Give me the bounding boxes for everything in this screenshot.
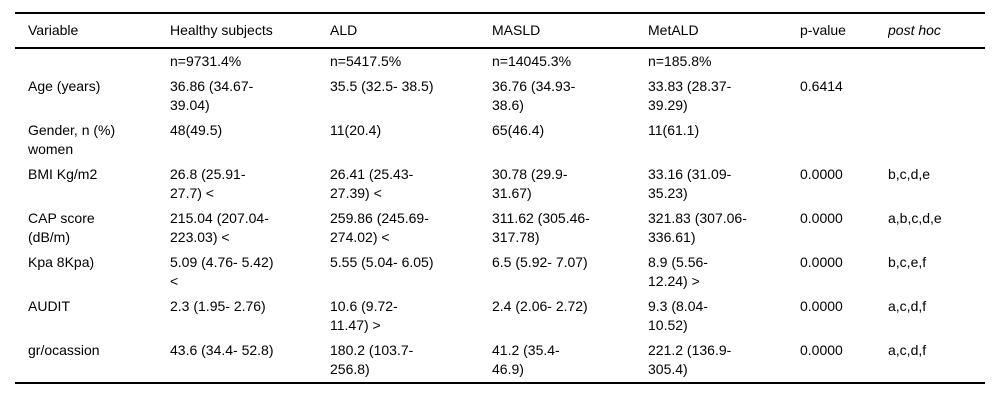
cell-healthy: 215.04 (207.04- 223.03) < bbox=[170, 209, 269, 246]
cell-variable bbox=[15, 48, 170, 74]
cell-metald: 11(61.1) bbox=[648, 121, 700, 138]
cell-masld: 6.5 (5.92- 7.07) bbox=[492, 253, 588, 270]
cell-variable: AUDIT bbox=[28, 297, 70, 314]
cell-ald: 180.2 (103.7- 256.8) bbox=[330, 341, 414, 378]
column-header-p-value: p-value bbox=[800, 22, 846, 38]
header-row: Variable Healthy subjects ALD MASLD MetA… bbox=[15, 13, 985, 48]
cell-variable: Age (years) bbox=[28, 77, 101, 94]
table-row-gender: Gender, n (%) women 48(49.5) 11(20.4) 65… bbox=[15, 118, 985, 162]
cell-ald: 5.55 (5.04- 6.05) bbox=[330, 253, 434, 270]
cell-ald: 35.5 (32.5- 38.5) bbox=[330, 77, 434, 94]
cell-metald: 33.16 (31.09- 35.23) bbox=[648, 165, 732, 202]
cell-variable: BMI Kg/m2 bbox=[28, 165, 98, 182]
table-row-audit: AUDIT 2.3 (1.95- 2.76) 10.6 (9.72- 11.47… bbox=[15, 294, 985, 338]
cell-metald: n=185.8% bbox=[648, 53, 712, 69]
cell-p-value: 0.0000 bbox=[800, 341, 843, 358]
table-row-cap-score: CAP score (dB/m) 215.04 (207.04- 223.03)… bbox=[15, 206, 985, 250]
cell-variable: gr/ocassion bbox=[28, 341, 100, 358]
cell-ald: 26.41 (25.43- 27.39) < bbox=[330, 165, 414, 202]
cell-post-hoc: a,b,c,d,e bbox=[888, 209, 942, 226]
cell-metald: 9.3 (8.04- 10.52) bbox=[648, 297, 708, 334]
column-header-healthy-subjects: Healthy subjects bbox=[170, 22, 273, 38]
cell-metald: 321.83 (307.06- 336.61) bbox=[648, 209, 747, 246]
cell-ald: 11(20.4) bbox=[330, 121, 382, 138]
cell-ald: 10.6 (9.72- 11.47) > bbox=[330, 297, 398, 334]
statistics-table: Variable Healthy subjects ALD MASLD MetA… bbox=[15, 12, 985, 384]
column-header-variable: Variable bbox=[28, 22, 79, 38]
cell-variable: Kpa 8Kpa) bbox=[28, 253, 95, 270]
cell-p-value: 0.0000 bbox=[800, 165, 843, 182]
column-header-metald: MetALD bbox=[648, 22, 699, 38]
cell-variable: Gender, n (%) women bbox=[28, 121, 116, 158]
cell-variable: CAP score (dB/m) bbox=[28, 209, 95, 246]
cell-masld: n=14045.3% bbox=[492, 53, 572, 69]
cell-post-hoc bbox=[888, 118, 985, 162]
cell-post-hoc: b,c,e,f bbox=[888, 253, 927, 270]
cell-post-hoc bbox=[888, 48, 985, 74]
cell-p-value bbox=[800, 48, 888, 74]
cell-p-value: 0.0000 bbox=[800, 297, 843, 314]
cell-metald: 33.83 (28.37- 39.29) bbox=[648, 77, 732, 114]
table-row-kpa: Kpa 8Kpa) 5.09 (4.76- 5.42) < 5.55 (5.04… bbox=[15, 250, 985, 294]
column-header-ald: ALD bbox=[330, 22, 358, 38]
table-row-bmi: BMI Kg/m2 26.8 (25.91- 27.7) < 26.41 (25… bbox=[15, 162, 985, 206]
cell-p-value: 0.0000 bbox=[800, 253, 843, 270]
cell-metald: 221.2 (136.9- 305.4) bbox=[648, 341, 732, 378]
cell-healthy: 5.09 (4.76- 5.42) < bbox=[170, 253, 274, 290]
cell-ald: 259.86 (245.69- 274.02) < bbox=[330, 209, 429, 246]
cell-masld: 2.4 (2.06- 2.72) bbox=[492, 297, 588, 314]
cell-post-hoc: a,c,d,f bbox=[888, 341, 927, 358]
cell-healthy: 36.86 (34.67- 39.04) bbox=[170, 77, 254, 114]
column-header-post-hoc: post hoc bbox=[888, 22, 941, 38]
cell-post-hoc: b,c,d,e bbox=[888, 165, 931, 182]
cell-healthy: n=9731.4% bbox=[170, 53, 242, 69]
cell-p-value: 0.6414 bbox=[800, 77, 843, 94]
cell-masld: 41.2 (35.4- 46.9) bbox=[492, 341, 560, 378]
cell-p-value bbox=[800, 118, 888, 162]
cell-healthy: 43.6 (34.4- 52.8) bbox=[170, 341, 274, 358]
cell-masld: 30.78 (29.9- 31.67) bbox=[492, 165, 568, 202]
cell-masld: 311.62 (305.46- 317.78) bbox=[492, 209, 590, 246]
cell-healthy: 2.3 (1.95- 2.76) bbox=[170, 297, 266, 314]
cell-metald: 8.9 (5.56- 12.24) > bbox=[648, 253, 708, 290]
cell-post-hoc bbox=[888, 74, 985, 118]
cell-post-hoc: a,c,d,f bbox=[888, 297, 927, 314]
column-header-masld: MASLD bbox=[492, 22, 541, 38]
cell-ald: n=5417.5% bbox=[330, 53, 402, 69]
table-row-n-counts: n=9731.4% n=5417.5% n=14045.3% n=185.8% bbox=[15, 48, 985, 74]
cell-healthy: 48(49.5) bbox=[170, 121, 223, 138]
cell-masld: 65(46.4) bbox=[492, 121, 545, 138]
table-row-gr-ocassion: gr/ocassion 43.6 (34.4- 52.8) 180.2 (103… bbox=[15, 338, 985, 383]
cell-healthy: 26.8 (25.91- 27.7) < bbox=[170, 165, 246, 202]
cell-masld: 36.76 (34.93- 38.6) bbox=[492, 77, 576, 114]
cell-p-value: 0.0000 bbox=[800, 209, 843, 226]
table-row-age: Age (years) 36.86 (34.67- 39.04) 35.5 (3… bbox=[15, 74, 985, 118]
